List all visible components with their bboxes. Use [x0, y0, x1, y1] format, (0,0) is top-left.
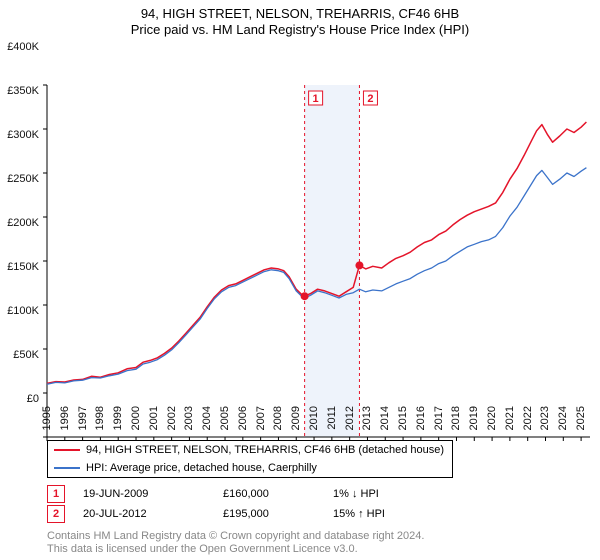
- x-tick-label: 2001: [148, 406, 160, 430]
- x-tick-label: 2019: [468, 406, 480, 430]
- x-tick-label: 1999: [112, 406, 124, 430]
- x-tick-label: 2005: [219, 406, 231, 430]
- transaction-date: 20-JUL-2012: [83, 508, 223, 520]
- x-tick-label: 2000: [130, 406, 142, 430]
- y-tick-label: £150K: [0, 261, 39, 273]
- x-tick-label: 2024: [557, 406, 569, 430]
- legend-label: HPI: Average price, detached house, Caer…: [86, 462, 317, 474]
- x-tick-label: 1996: [59, 406, 71, 430]
- y-tick-label: £350K: [0, 85, 39, 97]
- x-tick-label: 2021: [504, 406, 516, 430]
- y-tick-label: £0: [0, 393, 39, 405]
- x-tick-label: 2020: [486, 406, 498, 430]
- x-tick-label: 2009: [290, 406, 302, 430]
- legend-item: HPI: Average price, detached house, Caer…: [48, 459, 452, 477]
- y-tick-label: £100K: [0, 305, 39, 317]
- x-tick-label: 2018: [450, 406, 462, 430]
- legend: 94, HIGH STREET, NELSON, TREHARRIS, CF46…: [47, 440, 453, 478]
- y-tick-label: £250K: [0, 173, 39, 185]
- legend-label: 94, HIGH STREET, NELSON, TREHARRIS, CF46…: [86, 444, 444, 456]
- transaction-price: £160,000: [223, 488, 333, 500]
- x-tick-label: 2015: [397, 406, 409, 430]
- credit-line-2: This data is licensed under the Open Gov…: [47, 543, 424, 556]
- transaction-diff: 1% ↓ HPI: [333, 488, 443, 500]
- x-tick-label: 1995: [41, 406, 53, 430]
- sale-point: [355, 261, 363, 269]
- event-marker-label: 1: [313, 93, 319, 105]
- legend-swatch: [54, 467, 80, 469]
- x-tick-label: 1997: [77, 406, 89, 430]
- transaction-price: £195,000: [223, 508, 333, 520]
- x-tick-label: 2002: [166, 406, 178, 430]
- x-tick-label: 2017: [433, 406, 445, 430]
- legend-item: 94, HIGH STREET, NELSON, TREHARRIS, CF46…: [48, 441, 452, 459]
- x-tick-label: 1998: [94, 406, 106, 430]
- transaction-row: 2 20-JUL-2012£195,00015% ↑ HPI: [47, 504, 443, 524]
- sale-point: [301, 292, 309, 300]
- x-tick-label: 2011: [326, 406, 338, 430]
- x-tick-label: 2007: [255, 406, 267, 430]
- transaction-row: 1 19-JUN-2009£160,0001% ↓ HPI: [47, 484, 443, 504]
- event-marker-label: 2: [367, 93, 373, 105]
- legend-swatch: [54, 449, 80, 451]
- transactions-table: 1 19-JUN-2009£160,0001% ↓ HPI 2 20-JUL-2012…: [47, 484, 443, 524]
- data-credit: Contains HM Land Registry data © Crown c…: [47, 530, 424, 556]
- y-tick-label: £200K: [0, 217, 39, 229]
- x-tick-label: 2006: [237, 406, 249, 430]
- x-tick-label: 2008: [272, 406, 284, 430]
- x-tick-label: 2003: [183, 406, 195, 430]
- transaction-marker: 1: [47, 485, 65, 503]
- price-chart: 12: [0, 37, 600, 560]
- x-tick-label: 2023: [539, 406, 551, 430]
- x-tick-label: 2014: [379, 406, 391, 430]
- x-tick-label: 2025: [575, 406, 587, 430]
- transaction-marker: 2: [47, 505, 65, 523]
- highlight-band: [305, 85, 360, 437]
- transaction-date: 19-JUN-2009: [83, 488, 223, 500]
- y-tick-label: £50K: [0, 349, 39, 361]
- x-tick-label: 2016: [415, 406, 427, 430]
- x-tick-label: 2004: [201, 406, 213, 430]
- x-tick-label: 2010: [308, 406, 320, 430]
- page-title: 94, HIGH STREET, NELSON, TREHARRIS, CF46…: [0, 6, 600, 21]
- transaction-diff: 15% ↑ HPI: [333, 508, 443, 520]
- y-tick-label: £400K: [0, 41, 39, 53]
- credit-line-1: Contains HM Land Registry data © Crown c…: [47, 530, 424, 543]
- x-tick-label: 2012: [344, 406, 356, 430]
- page-subtitle: Price paid vs. HM Land Registry's House …: [0, 22, 600, 37]
- x-tick-label: 2022: [522, 406, 534, 430]
- x-tick-label: 2013: [361, 406, 373, 430]
- y-tick-label: £300K: [0, 129, 39, 141]
